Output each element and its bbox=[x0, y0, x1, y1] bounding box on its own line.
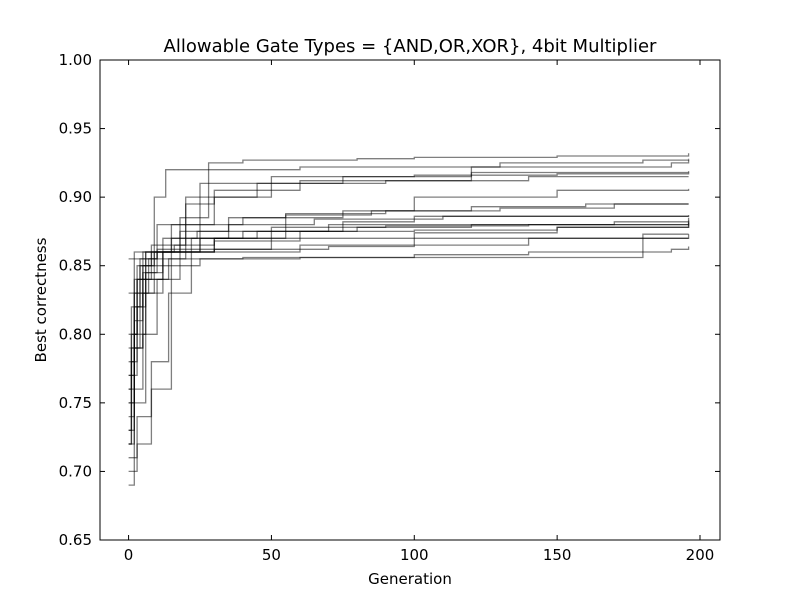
x-tick-label-4: 200 bbox=[686, 546, 715, 564]
series-line-5 bbox=[128, 215, 689, 390]
series-line-20 bbox=[128, 215, 690, 404]
series-line-4 bbox=[128, 172, 690, 473]
plot-frame bbox=[99, 59, 721, 541]
series-line-6 bbox=[128, 234, 690, 404]
series-line-2 bbox=[128, 158, 690, 431]
y-tick-label-3: 0.80 bbox=[59, 325, 92, 343]
y-tick-label-6: 0.95 bbox=[59, 120, 92, 138]
series-line-15 bbox=[128, 203, 689, 445]
series-line-18 bbox=[128, 175, 689, 349]
y-axis-label: Best correctness bbox=[32, 237, 50, 362]
y-tick-label-5: 0.90 bbox=[59, 188, 92, 206]
x-axis-label: Generation bbox=[368, 570, 452, 588]
series-line-10 bbox=[128, 188, 690, 335]
x-tick-label-3: 150 bbox=[543, 546, 572, 564]
x-axis: 0 50 100 150 200 bbox=[124, 60, 715, 564]
y-tick-label-4: 0.85 bbox=[59, 257, 92, 275]
x-tick-label-1: 50 bbox=[262, 546, 281, 564]
series-group bbox=[128, 153, 690, 486]
series-line-17 bbox=[128, 246, 690, 445]
series-line-16 bbox=[128, 217, 690, 377]
y-axis: 0.65 0.70 0.75 0.80 0.85 0.90 0.95 1.00 bbox=[59, 51, 720, 549]
series-line-12 bbox=[128, 233, 689, 294]
x-tick-label-0: 0 bbox=[124, 546, 134, 564]
series-line-3 bbox=[128, 160, 690, 486]
chart-title: Allowable Gate Types = {AND,OR,XOR}, 4bi… bbox=[164, 36, 657, 57]
y-tick-label-0: 0.65 bbox=[59, 531, 92, 549]
y-tick-label-1: 0.70 bbox=[59, 462, 92, 480]
series-line-14 bbox=[128, 221, 690, 418]
series-line-8 bbox=[128, 220, 690, 390]
series-line-19 bbox=[128, 171, 690, 431]
y-tick-label-2: 0.75 bbox=[59, 394, 92, 412]
x-tick-label-2: 100 bbox=[400, 546, 429, 564]
series-line-13 bbox=[128, 224, 690, 260]
y-tick-label-7: 1.00 bbox=[59, 51, 92, 69]
